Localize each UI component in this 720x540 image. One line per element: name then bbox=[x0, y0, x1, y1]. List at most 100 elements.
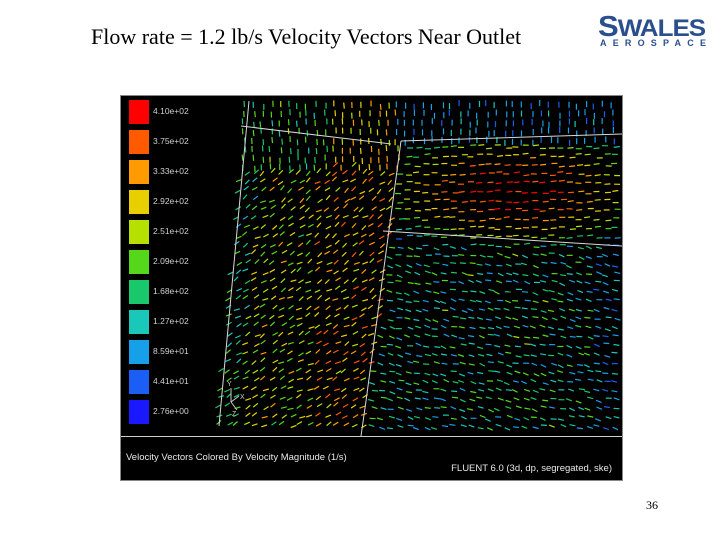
vector-arrow bbox=[548, 406, 556, 409]
vector-arrow bbox=[540, 163, 547, 166]
vector-arrow bbox=[413, 416, 421, 419]
vector-arrow bbox=[326, 261, 333, 266]
vector-arrow bbox=[226, 393, 232, 398]
vector-arrow bbox=[478, 308, 486, 311]
vector-arrow bbox=[316, 222, 322, 228]
vector-arrow bbox=[367, 222, 374, 228]
vector-arrow bbox=[350, 404, 357, 409]
vector-arrow bbox=[278, 368, 285, 373]
vector-arrow bbox=[593, 308, 600, 313]
vector-arrow bbox=[252, 369, 259, 374]
vector-arrow bbox=[566, 344, 573, 349]
vector-arrow bbox=[604, 328, 611, 332]
vector-arrow bbox=[325, 314, 331, 320]
vector-arrow bbox=[487, 255, 494, 258]
vector-arrow bbox=[379, 426, 386, 430]
vector-arrow bbox=[602, 361, 609, 366]
vector-arrow bbox=[252, 130, 255, 137]
vector-arrow bbox=[306, 305, 312, 311]
vector-arrow bbox=[461, 309, 468, 313]
vector-arrow bbox=[423, 264, 430, 268]
vector-arrow bbox=[468, 316, 475, 319]
vector-arrow bbox=[385, 205, 392, 210]
vector-arrow bbox=[548, 371, 555, 375]
vector-arrow bbox=[253, 321, 259, 326]
vector-arrow bbox=[369, 382, 376, 386]
vector-arrow bbox=[541, 316, 548, 321]
axis-x-label: X bbox=[240, 394, 245, 401]
vector-arrow bbox=[368, 277, 375, 282]
vector-arrow bbox=[254, 343, 260, 348]
vector-arrow bbox=[486, 427, 493, 431]
vector-arrow bbox=[313, 385, 320, 390]
vector-arrow bbox=[488, 288, 495, 292]
vector-arrow bbox=[335, 370, 342, 375]
vector-arrow bbox=[434, 407, 441, 409]
vector-arrow bbox=[522, 274, 529, 277]
vector-arrow bbox=[353, 268, 360, 272]
vector-arrow bbox=[261, 145, 264, 152]
vector-arrow bbox=[469, 262, 476, 265]
vector-arrow bbox=[425, 290, 432, 293]
vector-arrow bbox=[521, 315, 528, 319]
vector-arrow bbox=[583, 352, 591, 356]
vector-arrow bbox=[272, 177, 278, 182]
vector-arrow bbox=[388, 172, 395, 177]
vector-arrow bbox=[587, 415, 594, 418]
vector-arrow bbox=[595, 280, 602, 283]
vector-arrow bbox=[389, 380, 396, 384]
vector-arrow bbox=[585, 174, 592, 177]
vector-arrow bbox=[476, 317, 484, 320]
vector-arrow bbox=[386, 299, 394, 302]
vector-arrow bbox=[470, 190, 477, 193]
vector-arrow bbox=[431, 380, 438, 384]
vector-arrow bbox=[260, 375, 266, 381]
vector-arrow bbox=[404, 397, 411, 402]
vector-arrow bbox=[605, 316, 612, 319]
vector-arrow bbox=[342, 169, 348, 175]
vector-arrow bbox=[485, 318, 492, 321]
vector-arrow bbox=[577, 371, 584, 374]
vector-arrow bbox=[235, 206, 242, 211]
vector-arrow bbox=[458, 353, 465, 358]
vector-arrow bbox=[250, 215, 257, 220]
vector-arrow bbox=[586, 426, 594, 429]
vector-arrow bbox=[567, 388, 575, 392]
vector-arrow bbox=[458, 280, 465, 285]
vector-arrow bbox=[603, 290, 610, 294]
vector-arrow bbox=[593, 362, 600, 365]
vector-arrow bbox=[587, 378, 594, 381]
vector-arrow bbox=[288, 315, 294, 321]
vector-arrow bbox=[586, 290, 593, 293]
vector-arrow bbox=[287, 407, 294, 411]
vector-arrow bbox=[286, 357, 293, 362]
vector-arrow bbox=[388, 196, 394, 202]
vector-arrow bbox=[315, 412, 321, 417]
vector-arrow bbox=[289, 231, 296, 237]
vector-arrow bbox=[593, 218, 600, 221]
swales-aerospace-logo: SWALES AEROSPACE bbox=[598, 10, 710, 50]
vector-arrow bbox=[466, 408, 474, 411]
vector-arrow bbox=[234, 189, 241, 194]
vector-arrow bbox=[613, 397, 620, 401]
vector-arrow bbox=[578, 406, 585, 411]
vector-arrow bbox=[325, 214, 333, 219]
vector-arrow bbox=[245, 259, 252, 264]
vector-arrow bbox=[361, 333, 367, 339]
vector-arrow bbox=[431, 427, 438, 430]
vector-arrow bbox=[244, 171, 251, 176]
vector-arrow bbox=[272, 339, 278, 345]
vector-arrow bbox=[271, 386, 278, 392]
vector-arrow bbox=[479, 362, 486, 367]
vector-arrow bbox=[406, 408, 413, 412]
vector-arrow bbox=[415, 225, 422, 228]
vector-arrow bbox=[299, 224, 306, 229]
vector-arrow bbox=[315, 348, 321, 354]
vector-arrow bbox=[252, 226, 259, 230]
vector-arrow bbox=[360, 377, 367, 381]
vector-arrow bbox=[395, 280, 402, 282]
vector-arrow bbox=[524, 242, 531, 245]
vector-arrow bbox=[253, 377, 260, 382]
vector-arrow bbox=[307, 341, 314, 345]
legend-swatch bbox=[129, 100, 149, 124]
